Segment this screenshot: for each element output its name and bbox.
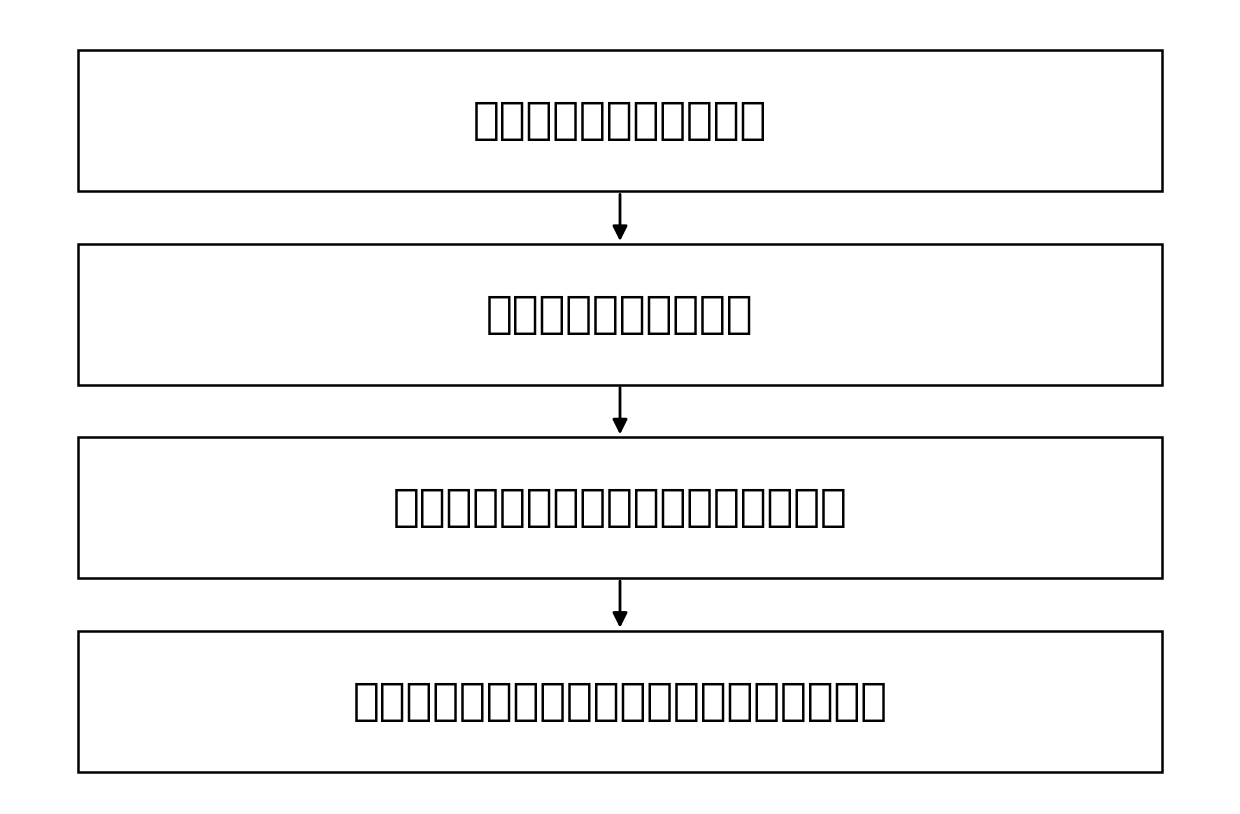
FancyBboxPatch shape [78,437,1162,578]
Text: 监测记录试验过程中的放电电压与电流: 监测记录试验过程中的放电电压与电流 [393,486,847,529]
Text: 按照试验要求进行试验: 按照试验要求进行试验 [486,293,754,336]
Text: 安装用于检测的仪器设备: 安装用于检测的仪器设备 [472,99,768,142]
FancyBboxPatch shape [78,50,1162,191]
FancyBboxPatch shape [78,244,1162,385]
FancyBboxPatch shape [78,631,1162,772]
Text: 结合测试数据，计算测试结果，得出试验结论: 结合测试数据，计算测试结果，得出试验结论 [352,680,888,723]
